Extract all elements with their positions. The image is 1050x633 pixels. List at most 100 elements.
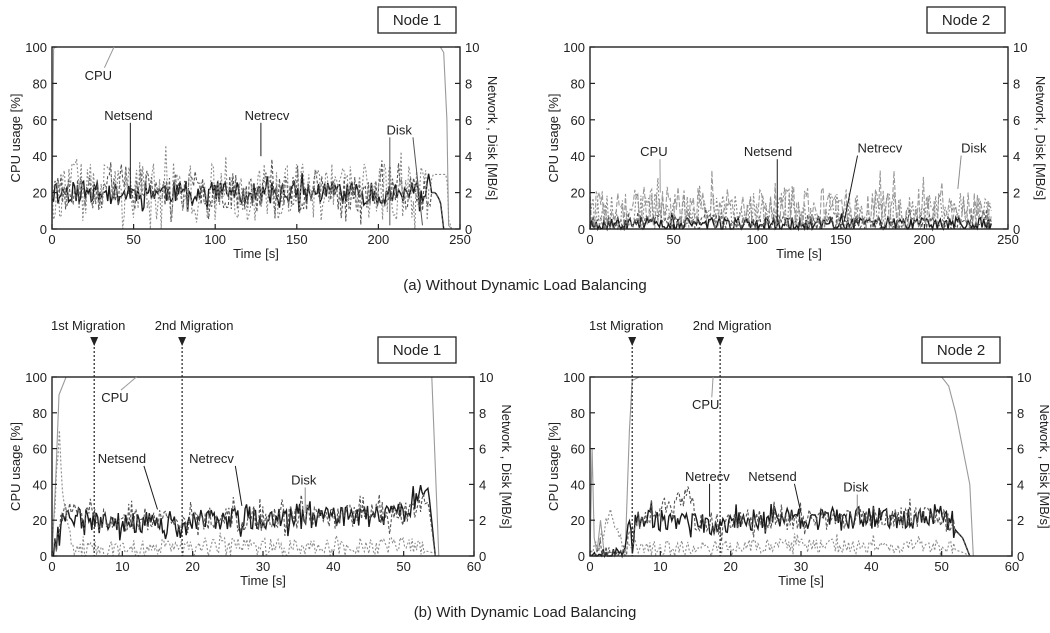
migration-label: 1st Migration (589, 318, 663, 333)
y-left-tick-label: 60 (571, 113, 585, 128)
y-left-tick-label: 40 (571, 149, 585, 164)
migration-arrow-icon (628, 337, 636, 346)
y-left-tick-label: 80 (33, 76, 47, 91)
x-tick-label: 30 (256, 559, 270, 574)
y-right-tick-label: 10 (1017, 370, 1031, 385)
y-left-axis-label: CPU usage [%] (546, 94, 561, 183)
y-right-tick-label: 0 (465, 222, 472, 237)
annotation-leader-line (121, 377, 136, 390)
series-disk-line (52, 430, 439, 556)
series-annotation-label: Netsend (104, 108, 152, 123)
x-tick-label: 20 (723, 559, 737, 574)
x-tick-label: 30 (794, 559, 808, 574)
y-right-tick-label: 0 (479, 549, 486, 564)
series-annotation-label: Netsend (98, 451, 146, 466)
y-right-tick-label: 2 (1017, 513, 1024, 528)
y-left-axis-label: CPU usage [%] (8, 94, 23, 183)
y-right-tick-label: 2 (465, 186, 472, 201)
x-tick-label: 50 (666, 232, 680, 247)
series-annotation-label: Disk (961, 141, 987, 156)
y-left-tick-label: 40 (33, 149, 47, 164)
y-left-tick-label: 100 (563, 40, 585, 55)
x-tick-label: 0 (48, 232, 55, 247)
y-right-tick-label: 6 (465, 113, 472, 128)
y-right-tick-label: 8 (1013, 76, 1020, 91)
node-label: Node 1 (393, 342, 441, 359)
annotation-leader-line (104, 47, 114, 68)
y-right-tick-label: 0 (1013, 222, 1020, 237)
x-tick-label: 0 (48, 559, 55, 574)
series-annotation-label: Netrecv (189, 451, 234, 466)
series-annotation-label: Disk (291, 472, 317, 487)
y-right-tick-label: 4 (465, 149, 472, 164)
x-tick-label: 10 (115, 559, 129, 574)
y-right-tick-label: 10 (465, 40, 479, 55)
y-left-tick-label: 20 (571, 186, 585, 201)
x-axis-label: Time [s] (233, 246, 279, 261)
x-tick-label: 0 (586, 232, 593, 247)
y-left-tick-label: 80 (33, 406, 47, 421)
y-right-tick-label: 4 (1013, 149, 1020, 164)
y-right-tick-label: 6 (1017, 442, 1024, 457)
y-left-tick-label: 0 (40, 222, 47, 237)
y-left-tick-label: 0 (40, 549, 47, 564)
y-left-tick-label: 80 (571, 76, 585, 91)
series-annotation-label: CPU (692, 397, 719, 412)
caption-a: (a) Without Dynamic Load Balancing (403, 277, 646, 294)
x-tick-label: 50 (934, 559, 948, 574)
y-right-tick-label: 8 (1017, 406, 1024, 421)
annotation-leader-line (794, 484, 801, 513)
series-annotation-label: CPU (101, 390, 128, 405)
series-cpu-line (590, 377, 973, 556)
annotation-leader-line (712, 377, 713, 397)
y-left-tick-label: 80 (571, 406, 585, 421)
y-right-axis-label: Network , Disk [MB/s] (1033, 76, 1048, 200)
migration-arrow-icon (716, 337, 724, 346)
x-tick-label: 50 (126, 232, 140, 247)
series-annotation-label: Netsend (748, 469, 796, 484)
series-annotation-label: Disk (843, 480, 869, 495)
y-left-tick-label: 20 (33, 513, 47, 528)
series-annotation-label: Netrecv (245, 108, 290, 123)
y-left-tick-label: 60 (571, 442, 585, 457)
series-annotation-label: Disk (387, 122, 413, 137)
y-left-tick-label: 60 (33, 113, 47, 128)
y-right-tick-label: 6 (479, 442, 486, 457)
y-right-tick-label: 8 (479, 406, 486, 421)
y-left-tick-label: 100 (25, 370, 47, 385)
x-tick-label: 100 (746, 232, 768, 247)
x-tick-label: 150 (286, 232, 308, 247)
node-label: Node 2 (937, 342, 985, 359)
series-annotation-label: Netrecv (685, 469, 730, 484)
annotation-leader-line (235, 466, 242, 506)
y-right-tick-label: 10 (1013, 40, 1027, 55)
migration-arrow-icon (90, 337, 98, 346)
y-left-tick-label: 100 (563, 370, 585, 385)
node-label: Node 2 (942, 12, 990, 29)
x-tick-label: 100 (204, 232, 226, 247)
y-right-tick-label: 0 (1017, 549, 1024, 564)
y-left-tick-label: 20 (571, 513, 585, 528)
y-right-axis-label: Network , Disk [MB/s] (485, 76, 500, 200)
x-tick-label: 20 (185, 559, 199, 574)
series-annotation-label: Netrecv (858, 141, 903, 156)
x-axis-label: Time [s] (240, 573, 286, 588)
x-tick-label: 40 (326, 559, 340, 574)
migration-label: 2nd Migration (155, 318, 234, 333)
y-right-tick-label: 8 (465, 76, 472, 91)
y-right-tick-label: 6 (1013, 113, 1020, 128)
y-left-tick-label: 0 (578, 222, 585, 237)
y-left-axis-label: CPU usage [%] (8, 422, 23, 511)
annotation-leader-line (958, 156, 961, 189)
y-left-axis-label: CPU usage [%] (546, 422, 561, 511)
y-left-tick-label: 20 (33, 186, 47, 201)
y-right-tick-label: 2 (1013, 186, 1020, 201)
x-tick-label: 40 (864, 559, 878, 574)
x-tick-label: 200 (368, 232, 390, 247)
series-annotation-label: CPU (85, 68, 112, 83)
y-right-tick-label: 2 (479, 513, 486, 528)
